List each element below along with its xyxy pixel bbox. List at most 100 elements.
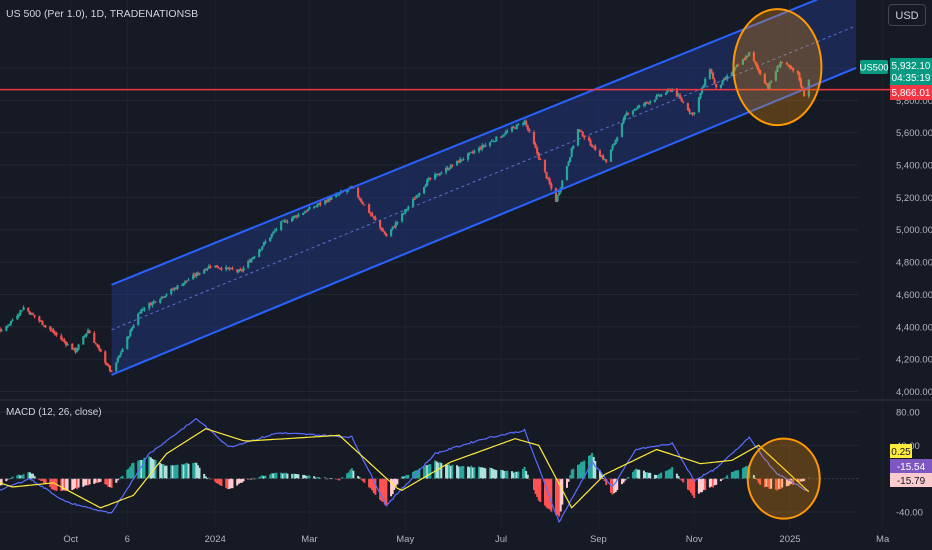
- candle-body: [269, 237, 272, 242]
- histogram-bar: [347, 472, 350, 479]
- histogram-bar: [283, 472, 286, 479]
- candle-body: [330, 196, 333, 200]
- candle-body: [215, 265, 218, 268]
- histogram-bar: [32, 473, 35, 479]
- histogram-bar: [554, 478, 557, 515]
- candle-body: [335, 194, 338, 197]
- histogram-bar: [680, 478, 683, 481]
- candle-body: [16, 315, 19, 320]
- histogram-bar: [644, 472, 647, 479]
- histogram-bar: [734, 470, 737, 479]
- candle-body: [61, 339, 64, 341]
- candle-body: [174, 288, 178, 290]
- histogram-bar: [250, 478, 253, 480]
- candle-body: [444, 168, 448, 173]
- histogram-bar: [151, 458, 154, 479]
- candle-body: [755, 63, 759, 68]
- candle-body: [5, 326, 8, 331]
- candle-body: [543, 159, 547, 172]
- symbol-price-tag: US500: [859, 60, 889, 74]
- histogram-bar: [481, 467, 484, 479]
- candle-body: [757, 67, 760, 71]
- candle-body: [746, 55, 749, 57]
- candle-body: [192, 274, 195, 280]
- candle-body: [363, 204, 366, 206]
- candle-body: [253, 256, 256, 258]
- candle-body: [708, 69, 712, 80]
- histogram-bar: [374, 478, 377, 495]
- candle-body: [490, 140, 493, 142]
- histogram-bar: [675, 473, 678, 479]
- candle-body: [240, 270, 243, 272]
- candle-body: [733, 67, 737, 70]
- histogram-bar: [107, 478, 110, 487]
- histogram-bar: [404, 475, 407, 479]
- candle-body: [242, 267, 245, 271]
- candle-body: [368, 204, 371, 213]
- candle-body: [195, 272, 198, 277]
- candle-body: [700, 87, 704, 93]
- candle-body: [457, 160, 460, 163]
- histogram-bar: [264, 475, 267, 479]
- candle-body: [239, 269, 242, 271]
- candle-body: [433, 174, 437, 180]
- candle-body: [27, 307, 30, 312]
- candle-body: [88, 330, 91, 334]
- histogram-bar: [176, 464, 179, 479]
- candle-body: [471, 152, 474, 154]
- price-tick-label: 5,600.00: [896, 128, 932, 139]
- currency-button[interactable]: USD: [888, 4, 926, 26]
- histogram-bar: [732, 471, 735, 479]
- candle-body: [170, 288, 173, 295]
- candle-body: [587, 137, 591, 141]
- highlight-circle-macd[interactable]: [746, 437, 821, 520]
- channel-upper-line[interactable]: [111, 0, 856, 286]
- candle-body: [499, 136, 503, 138]
- histogram-bar: [460, 466, 463, 479]
- candle-body: [468, 152, 471, 154]
- candle-body: [482, 145, 485, 147]
- histogram-bar: [649, 472, 652, 479]
- candle-body: [777, 66, 781, 68]
- histogram-bar: [741, 468, 744, 479]
- histogram-bar: [424, 465, 427, 479]
- candle-body: [424, 185, 427, 188]
- candle-body: [631, 110, 635, 115]
- candle-body: [361, 202, 364, 205]
- signal-line: [0, 428, 810, 509]
- candle-body: [803, 88, 806, 97]
- candle-body: [50, 329, 53, 331]
- histogram-bar: [501, 470, 504, 479]
- histogram-bar: [622, 478, 625, 483]
- histogram-bar: [338, 478, 341, 481]
- macd-line: [0, 418, 809, 524]
- histogram-bar: [118, 478, 121, 480]
- histogram-bar: [482, 467, 485, 479]
- histogram-bar: [752, 475, 755, 479]
- highlight-circle-price[interactable]: [732, 8, 823, 127]
- last-price-tag: 5,932.10 04:35:19: [890, 58, 932, 85]
- candle-body: [448, 168, 451, 170]
- histogram-bar: [225, 478, 228, 488]
- candles-layer: [0, 50, 810, 373]
- candle-body: [594, 146, 597, 151]
- histogram-bar: [598, 470, 601, 479]
- histogram-bar: [171, 465, 174, 479]
- candle-body: [581, 131, 584, 137]
- candle-body: [64, 341, 68, 345]
- channel-lower-line[interactable]: [111, 67, 857, 376]
- histogram-bar: [631, 472, 634, 479]
- histogram-bar: [759, 478, 762, 485]
- candle-body: [537, 152, 540, 159]
- candle-body: [302, 212, 305, 215]
- histogram-bar: [669, 468, 672, 479]
- time-tick-label: May: [396, 534, 414, 545]
- channel-fill[interactable]: [111, 0, 856, 375]
- histogram-bar: [448, 464, 451, 479]
- candle-body: [6, 325, 9, 327]
- candle-body: [689, 112, 693, 114]
- histogram-bar: [763, 478, 766, 488]
- histogram-bar: [66, 478, 69, 491]
